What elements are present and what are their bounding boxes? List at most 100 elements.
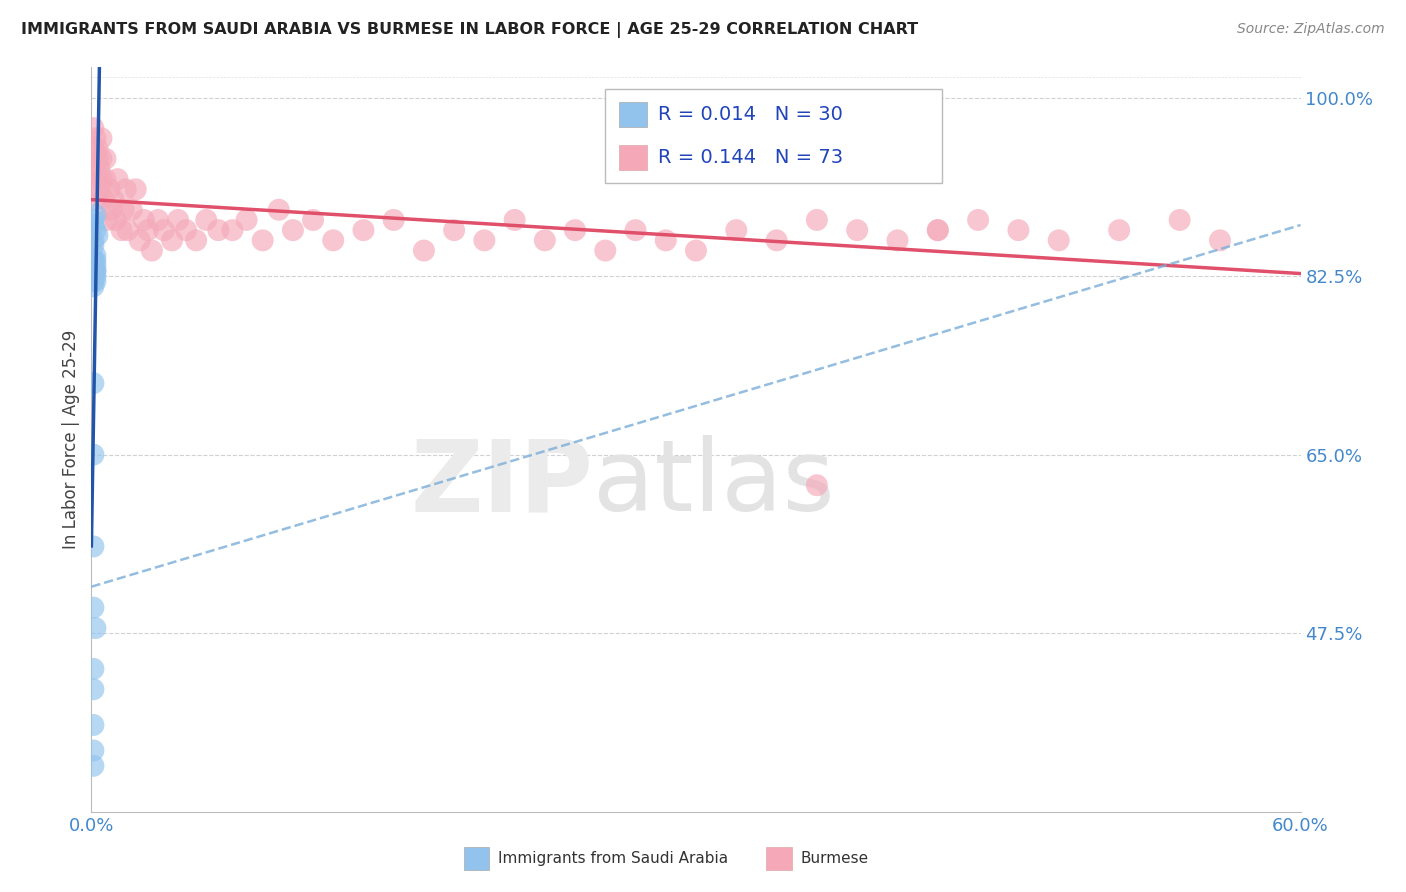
- Point: [82, 253, 104, 268]
- Point: [725, 223, 748, 237]
- Point: [82, 213, 104, 227]
- Point: [654, 233, 676, 247]
- Point: [281, 223, 304, 237]
- Point: [806, 478, 828, 492]
- Y-axis label: In Labor Force | Age 25-29: In Labor Force | Age 25-29: [62, 330, 80, 549]
- Point: [84, 208, 107, 222]
- Point: [125, 182, 148, 196]
- Point: [967, 213, 990, 227]
- Point: [624, 223, 647, 237]
- Point: [84, 131, 107, 145]
- Point: [167, 213, 190, 227]
- Point: [765, 233, 787, 247]
- Point: [685, 244, 707, 258]
- Point: [82, 662, 104, 676]
- Point: [86, 228, 108, 243]
- Point: [806, 213, 828, 227]
- Point: [221, 223, 243, 237]
- Point: [84, 264, 107, 278]
- Point: [153, 223, 176, 237]
- Text: Burmese: Burmese: [800, 851, 868, 865]
- Text: ZIP: ZIP: [411, 435, 593, 533]
- Point: [112, 202, 135, 217]
- Text: R = 0.144   N = 73: R = 0.144 N = 73: [658, 148, 844, 167]
- Point: [82, 253, 104, 268]
- Point: [503, 213, 526, 227]
- Point: [117, 223, 139, 237]
- Point: [84, 268, 107, 283]
- Point: [107, 172, 129, 186]
- Point: [86, 152, 108, 166]
- Point: [89, 161, 111, 176]
- Point: [82, 600, 104, 615]
- Point: [472, 233, 495, 247]
- Point: [174, 223, 197, 237]
- Point: [195, 213, 218, 227]
- Point: [82, 759, 104, 773]
- Point: [103, 193, 125, 207]
- Point: [84, 223, 107, 237]
- Point: [352, 223, 374, 237]
- Text: Source: ZipAtlas.com: Source: ZipAtlas.com: [1237, 22, 1385, 37]
- Point: [82, 279, 104, 293]
- Point: [886, 233, 908, 247]
- Point: [82, 448, 104, 462]
- Point: [82, 682, 104, 697]
- Point: [443, 223, 465, 237]
- Text: Immigrants from Saudi Arabia: Immigrants from Saudi Arabia: [498, 851, 728, 865]
- Point: [1047, 233, 1070, 247]
- Point: [98, 182, 121, 196]
- Point: [564, 223, 586, 237]
- Point: [267, 202, 290, 217]
- Point: [82, 218, 104, 232]
- Point: [121, 202, 143, 217]
- Point: [141, 244, 163, 258]
- Point: [90, 172, 112, 186]
- Point: [82, 142, 104, 156]
- Point: [1108, 223, 1130, 237]
- Text: IMMIGRANTS FROM SAUDI ARABIA VS BURMESE IN LABOR FORCE | AGE 25-29 CORRELATION C: IMMIGRANTS FROM SAUDI ARABIA VS BURMESE …: [21, 22, 918, 38]
- Point: [82, 274, 104, 288]
- Point: [94, 172, 117, 186]
- Text: atlas: atlas: [593, 435, 835, 533]
- Point: [235, 213, 257, 227]
- Point: [207, 223, 229, 237]
- Point: [82, 743, 104, 757]
- Point: [302, 213, 325, 227]
- Point: [82, 540, 104, 554]
- Point: [114, 182, 136, 196]
- Point: [86, 142, 108, 156]
- Point: [84, 274, 107, 288]
- Point: [593, 244, 616, 258]
- Point: [82, 376, 104, 391]
- Point: [84, 161, 107, 176]
- Point: [84, 259, 107, 273]
- Point: [1168, 213, 1191, 227]
- Point: [82, 259, 104, 273]
- Text: R = 0.014   N = 30: R = 0.014 N = 30: [658, 105, 842, 124]
- Point: [382, 213, 405, 227]
- Point: [90, 131, 112, 145]
- Point: [413, 244, 436, 258]
- Point: [84, 253, 107, 268]
- Point: [322, 233, 344, 247]
- Point: [927, 223, 949, 237]
- Point: [86, 172, 108, 186]
- Point: [96, 213, 118, 227]
- Point: [82, 718, 104, 732]
- Point: [136, 223, 159, 237]
- Point: [146, 213, 169, 227]
- Point: [927, 223, 949, 237]
- Point: [89, 182, 111, 196]
- Point: [84, 264, 107, 278]
- Point: [104, 213, 127, 227]
- Point: [533, 233, 555, 247]
- Point: [82, 253, 104, 268]
- Point: [82, 238, 104, 252]
- Point: [90, 152, 112, 166]
- Point: [1007, 223, 1029, 237]
- Point: [160, 233, 183, 247]
- Point: [84, 193, 107, 207]
- Point: [82, 121, 104, 136]
- Point: [132, 213, 155, 227]
